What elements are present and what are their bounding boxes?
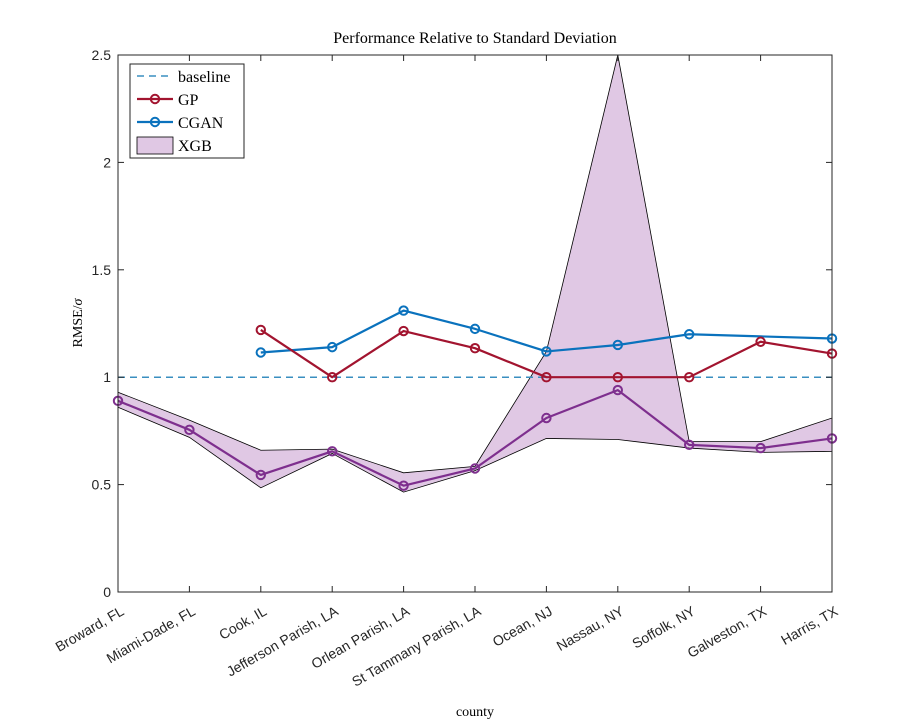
legend-xgb-label: XGB bbox=[178, 138, 212, 155]
legend-cgan-label: CGAN bbox=[178, 115, 224, 132]
legend-gp-label: GP bbox=[178, 92, 199, 109]
cgan-point-4 bbox=[398, 305, 409, 316]
xgb-point-2 bbox=[255, 469, 266, 481]
xgb-point-6 bbox=[541, 412, 552, 424]
legend-xgb-swatch bbox=[136, 136, 174, 155]
gp-line bbox=[260, 329, 833, 379]
y-tick-label-1: 0.5 bbox=[92, 477, 112, 493]
gp-point-4 bbox=[398, 325, 409, 337]
gp-point-8 bbox=[684, 372, 695, 383]
xgb-point-8 bbox=[684, 439, 695, 451]
legend-cgan-marker bbox=[149, 116, 161, 128]
cgan-line bbox=[260, 309, 833, 354]
cgan-point-3 bbox=[327, 341, 338, 353]
xgb-point-9 bbox=[755, 442, 766, 454]
y-tick-label-3: 1.5 bbox=[92, 262, 112, 278]
legend: baseline GP CGAN XGB bbox=[129, 63, 245, 159]
gp-point-3 bbox=[327, 372, 338, 383]
gp-point-6 bbox=[541, 372, 552, 383]
y-tick-label-2: 1 bbox=[103, 369, 111, 385]
xgb-point-4 bbox=[398, 480, 409, 491]
xgb-point-3 bbox=[327, 446, 338, 457]
cgan-point-2 bbox=[255, 347, 266, 358]
y-axis-label: RMSE/σ bbox=[71, 297, 86, 347]
cgan-point-5 bbox=[469, 323, 481, 335]
xgb-point-7 bbox=[612, 384, 623, 396]
gp-point-2 bbox=[255, 324, 266, 336]
legend-baseline-label: baseline bbox=[178, 69, 230, 86]
xgb-point-1 bbox=[184, 424, 195, 436]
xgb-line bbox=[117, 388, 833, 487]
y-tick-label-5: 2.5 bbox=[92, 47, 112, 63]
cgan-point-7 bbox=[612, 339, 623, 351]
gp-point-5 bbox=[469, 343, 481, 354]
y-axis-label-sigma: σ bbox=[71, 297, 86, 305]
cgan-point-6 bbox=[541, 346, 552, 357]
gp-point-9 bbox=[755, 336, 766, 347]
y-tick-label-4: 2 bbox=[103, 154, 111, 170]
y-axis-label-text: RMSE/ bbox=[71, 305, 86, 347]
x-axis-label: county bbox=[456, 705, 494, 720]
y-ticks: 0 0.5 1 1.5 2 2.5 bbox=[92, 47, 832, 600]
xgb-point-5 bbox=[469, 463, 481, 474]
gp-point-7 bbox=[612, 372, 623, 383]
y-tick-label-0: 0 bbox=[103, 584, 111, 600]
legend-gp-marker bbox=[149, 93, 161, 105]
chart-title: Performance Relative to Standard Deviati… bbox=[333, 30, 616, 47]
cgan-point-8 bbox=[684, 329, 695, 340]
